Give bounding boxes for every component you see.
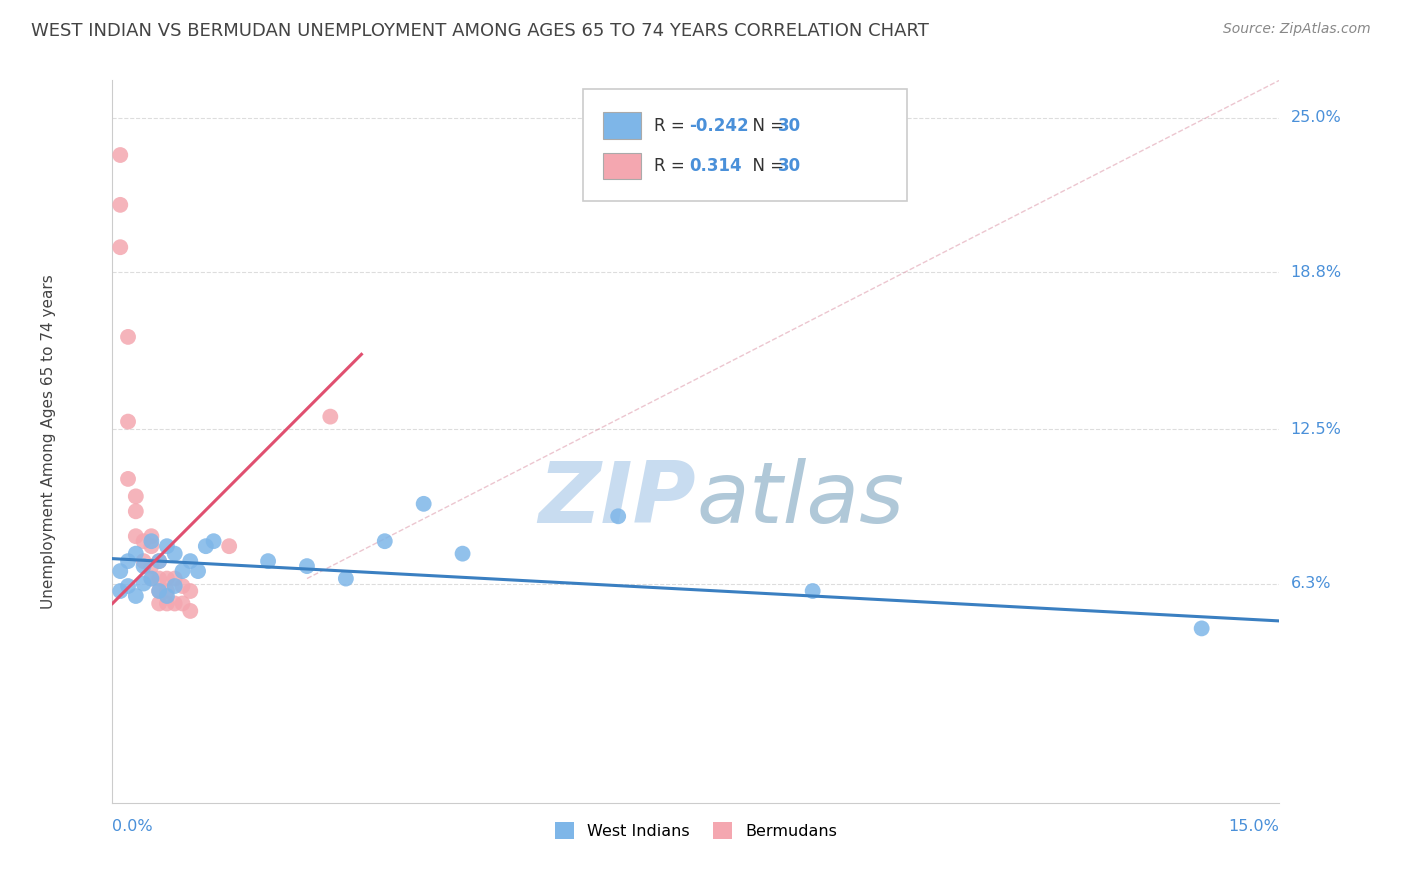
Text: -0.242: -0.242 — [689, 117, 748, 135]
Point — [110, 584, 132, 599]
Text: Source: ZipAtlas.com: Source: ZipAtlas.com — [1223, 22, 1371, 37]
Point — [141, 529, 163, 543]
Text: R =: R = — [654, 157, 695, 175]
Text: 18.8%: 18.8% — [1291, 265, 1341, 279]
Point — [110, 240, 132, 254]
Text: 0.0%: 0.0% — [112, 819, 153, 834]
Point — [172, 597, 194, 611]
Point — [451, 547, 474, 561]
Text: 12.5%: 12.5% — [1291, 422, 1341, 436]
Point — [141, 534, 163, 549]
Point — [132, 534, 155, 549]
Text: N =: N = — [742, 117, 790, 135]
Point — [132, 576, 155, 591]
Point — [172, 579, 194, 593]
Point — [163, 572, 186, 586]
Text: 15.0%: 15.0% — [1229, 819, 1279, 834]
Point — [374, 534, 396, 549]
Point — [117, 415, 139, 429]
Point — [1191, 621, 1213, 635]
Point — [156, 572, 179, 586]
Point — [163, 579, 186, 593]
Point — [156, 539, 179, 553]
Point — [117, 579, 139, 593]
Point — [141, 559, 163, 574]
Point — [179, 604, 201, 618]
Point — [163, 547, 186, 561]
Point — [148, 572, 170, 586]
Point — [156, 589, 179, 603]
Point — [607, 509, 630, 524]
Point — [801, 584, 824, 599]
Text: WEST INDIAN VS BERMUDAN UNEMPLOYMENT AMONG AGES 65 TO 74 YEARS CORRELATION CHART: WEST INDIAN VS BERMUDAN UNEMPLOYMENT AMO… — [31, 22, 929, 40]
Point — [132, 559, 155, 574]
Point — [295, 559, 318, 574]
Point — [148, 584, 170, 599]
Point — [172, 564, 194, 578]
Text: atlas: atlas — [696, 458, 904, 541]
Text: 6.3%: 6.3% — [1291, 576, 1331, 591]
Point — [125, 589, 148, 603]
Point — [148, 597, 170, 611]
Point — [110, 198, 132, 212]
Text: R =: R = — [654, 117, 690, 135]
Point — [125, 489, 148, 503]
Text: 30: 30 — [778, 157, 800, 175]
Point — [179, 584, 201, 599]
Point — [218, 539, 240, 553]
Point — [257, 554, 280, 568]
Point — [110, 148, 132, 162]
Point — [319, 409, 342, 424]
Text: N =: N = — [742, 157, 790, 175]
Point — [179, 554, 201, 568]
Point — [117, 330, 139, 344]
Point — [110, 564, 132, 578]
Point — [148, 584, 170, 599]
Point — [141, 572, 163, 586]
Text: 0.314: 0.314 — [689, 157, 741, 175]
Point — [156, 597, 179, 611]
Legend: West Indians, Bermudans: West Indians, Bermudans — [548, 816, 844, 846]
Point — [125, 529, 148, 543]
Text: Unemployment Among Ages 65 to 74 years: Unemployment Among Ages 65 to 74 years — [41, 274, 56, 609]
Point — [141, 539, 163, 553]
Point — [194, 539, 217, 553]
Point — [117, 472, 139, 486]
Point — [141, 572, 163, 586]
Text: 30: 30 — [778, 117, 800, 135]
Point — [125, 504, 148, 518]
Point — [148, 554, 170, 568]
Point — [132, 554, 155, 568]
Point — [187, 564, 209, 578]
Point — [148, 554, 170, 568]
Point — [156, 584, 179, 599]
Point — [163, 597, 186, 611]
Point — [125, 547, 148, 561]
Point — [335, 572, 357, 586]
Point — [412, 497, 434, 511]
Text: 25.0%: 25.0% — [1291, 110, 1341, 125]
Point — [117, 554, 139, 568]
Text: ZIP: ZIP — [538, 458, 696, 541]
Point — [202, 534, 225, 549]
